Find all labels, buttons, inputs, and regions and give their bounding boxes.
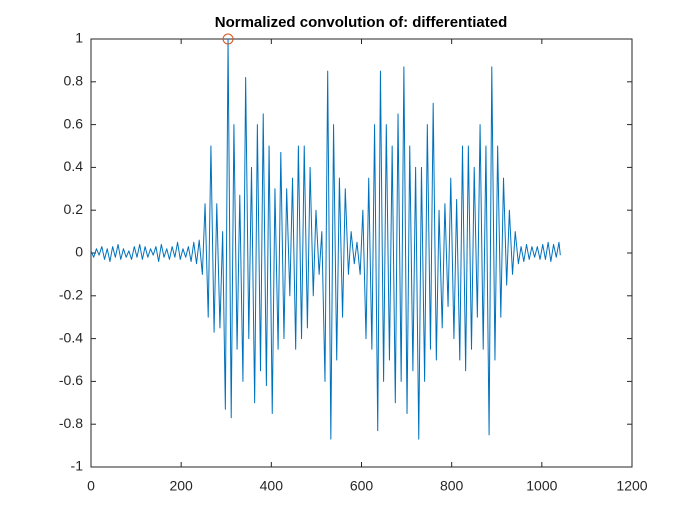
x-tick-label: 0	[87, 478, 95, 494]
y-tick-label: -0.2	[59, 287, 83, 303]
x-tick-label: 1200	[616, 478, 647, 494]
x-tick-label: 1000	[526, 478, 557, 494]
y-tick-label: 0.2	[64, 201, 84, 217]
x-tick-label: 400	[260, 478, 284, 494]
y-tick-label: 0	[75, 244, 83, 260]
signal-line	[90, 38, 561, 440]
y-tick-label: 1	[75, 30, 83, 46]
y-tick-label: -0.4	[59, 329, 83, 345]
chart-title: Normalized convolution of: differentiate…	[215, 14, 508, 31]
x-tick-label: 200	[169, 478, 193, 494]
x-tick-label: 600	[350, 478, 374, 494]
y-tick-label: 0.6	[64, 115, 84, 131]
plot-frame	[90, 38, 633, 468]
y-tick-label: -0.6	[59, 372, 83, 388]
x-tick-label: 800	[440, 478, 464, 494]
y-tick-label: -1	[71, 458, 84, 474]
peak-marker	[222, 33, 234, 45]
y-tick-label: 0.8	[64, 73, 84, 89]
y-tick-label: 0.4	[64, 158, 84, 174]
y-tick-label: -0.8	[59, 415, 83, 431]
